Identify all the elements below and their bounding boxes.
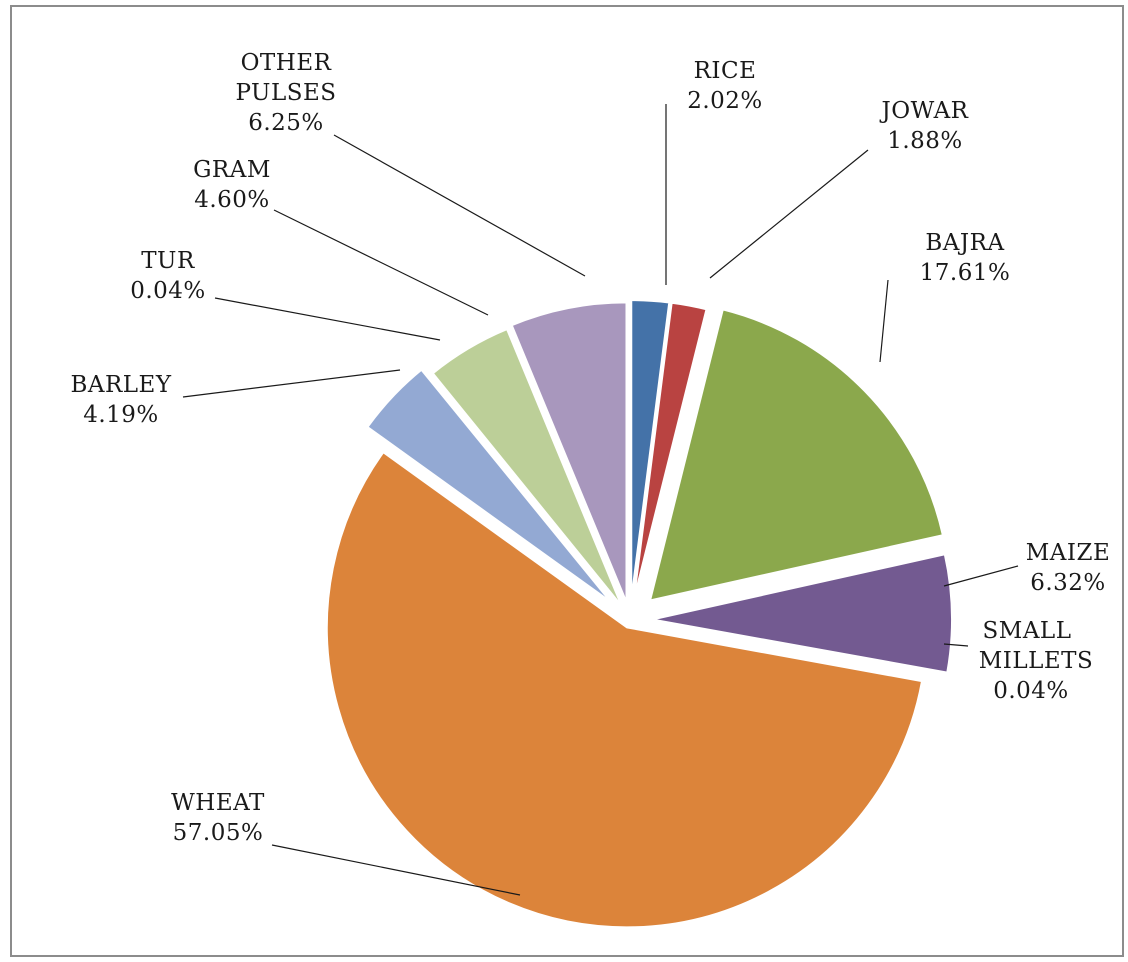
leader-line-tur (214, 297, 441, 341)
leader-line-small-millets (943, 643, 969, 647)
leader-line-maize (943, 565, 1019, 587)
data-label-value-tur: 0.04% (130, 278, 206, 304)
leader-line-jowar (709, 149, 869, 279)
data-label-value-jowar: 1.88% (887, 128, 963, 154)
data-label-name-other-pulses: PULSES (235, 80, 336, 106)
data-label-value-other-pulses: 6.25% (248, 110, 324, 136)
data-label-value-small-millets: 0.04% (993, 678, 1069, 704)
data-label-name-jowar: JOWAR (880, 98, 969, 124)
leader-line-bajra (879, 279, 889, 363)
data-label-name-rice: RICE (694, 58, 757, 84)
data-label-value-gram: 4.60% (194, 187, 270, 213)
data-label-value-wheat: 57.05% (173, 820, 264, 846)
pie-slice-barley (366, 368, 612, 603)
pie-slice-wheat (325, 450, 924, 929)
data-label-value-rice: 2.02% (687, 88, 763, 114)
data-label-value-bajra: 17.61% (920, 260, 1011, 286)
pie-slice-other-pulses (510, 301, 628, 603)
leader-line-wheat (271, 844, 521, 896)
pie-slice-small-millets (651, 622, 949, 679)
data-label-name-other-pulses: OTHER (241, 50, 332, 76)
data-label-name-maize: MAIZE (1026, 540, 1111, 566)
data-label-name-wheat: WHEAT (171, 790, 265, 816)
data-label-name-small-millets: MILLETS (979, 648, 1094, 674)
leader-line-barley (182, 369, 401, 398)
leader-line-other-pulses (333, 134, 586, 277)
data-label-name-barley: BARLEY (70, 372, 171, 398)
data-label-name-small-millets: SMALL (983, 618, 1072, 644)
pie-slice-tur (427, 371, 620, 607)
pie-slice-gram (431, 327, 623, 607)
pie-slice-jowar (632, 301, 708, 601)
leader-line-gram (273, 209, 489, 316)
pie-slice-bajra (648, 308, 945, 602)
data-label-value-barley: 4.19% (83, 402, 159, 428)
data-label-name-bajra: BAJRA (925, 230, 1004, 256)
data-label-name-gram: GRAM (193, 157, 271, 183)
pie-slice-rice (630, 299, 671, 601)
pie-slice-maize (651, 553, 953, 674)
data-label-value-maize: 6.32% (1030, 570, 1106, 596)
data-label-name-tur: TUR (141, 248, 195, 274)
